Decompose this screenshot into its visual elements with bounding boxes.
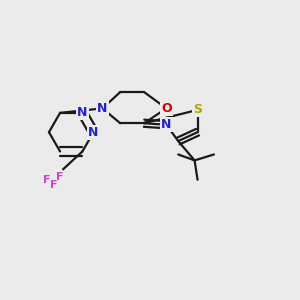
Text: F: F xyxy=(50,180,58,190)
Text: N: N xyxy=(161,118,172,131)
Text: N: N xyxy=(77,106,88,119)
Text: O: O xyxy=(161,102,172,115)
Text: F: F xyxy=(56,172,64,182)
Text: N: N xyxy=(97,102,108,115)
Text: F: F xyxy=(43,175,50,185)
Text: S: S xyxy=(193,103,202,116)
Text: N: N xyxy=(88,126,99,139)
